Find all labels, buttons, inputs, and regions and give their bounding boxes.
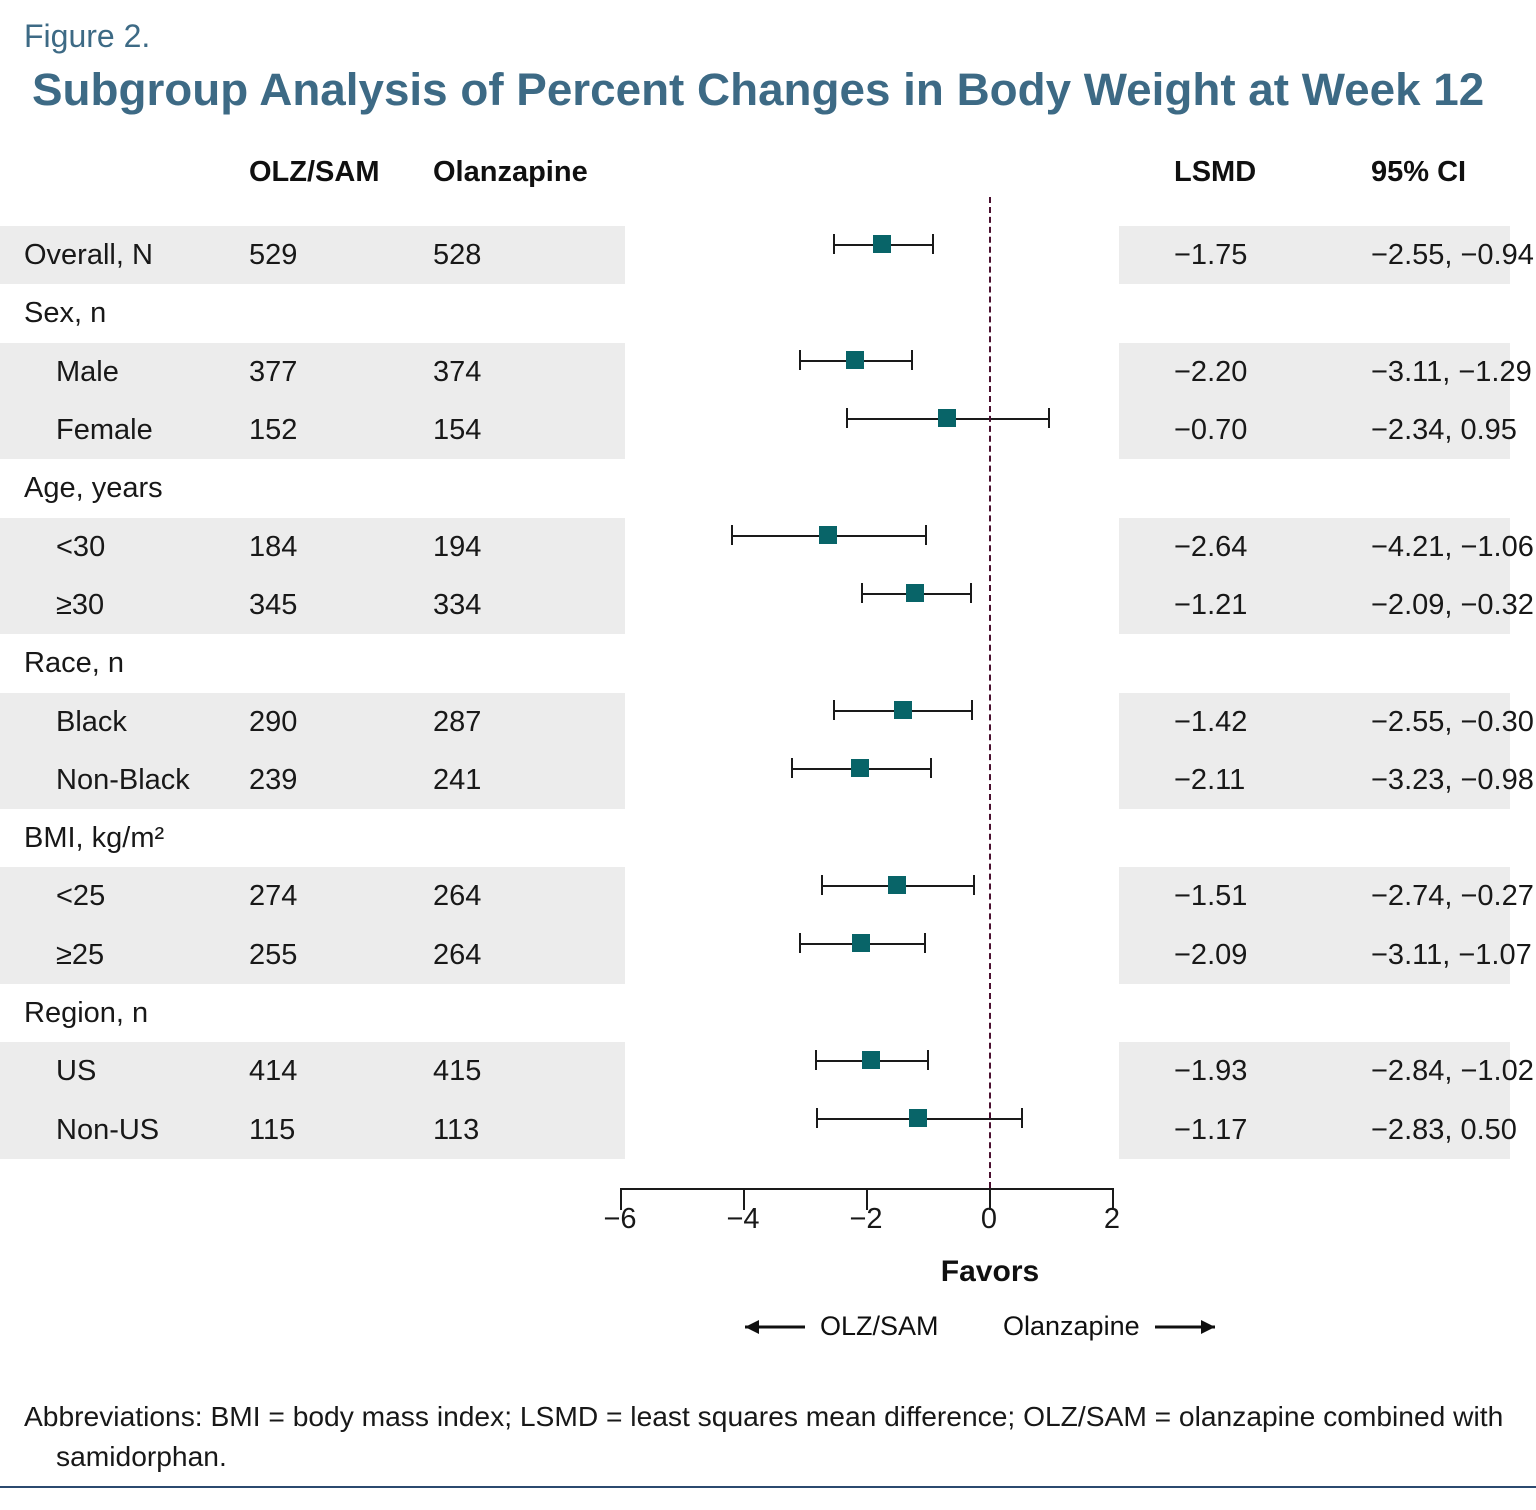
svg-text:OLZ/SAM: OLZ/SAM [820,1312,939,1341]
svg-text:Olanzapine: Olanzapine [1003,1312,1140,1341]
